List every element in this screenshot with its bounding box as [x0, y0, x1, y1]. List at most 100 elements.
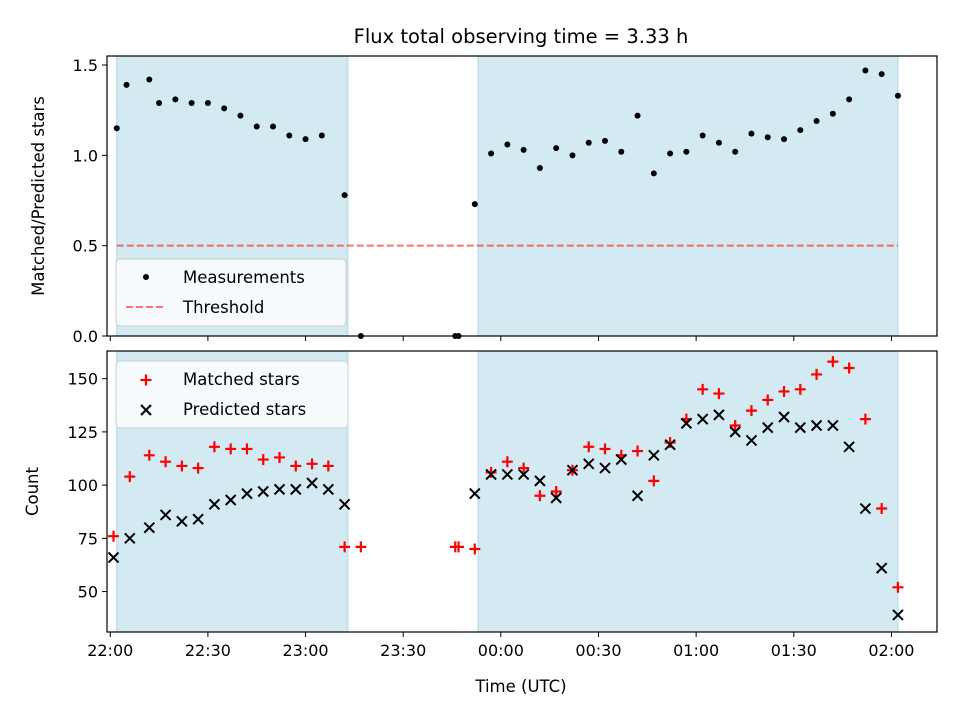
measurement-point: [253, 123, 260, 130]
matched-point: [632, 445, 644, 457]
matched-point: [501, 456, 513, 468]
predicted-point: [257, 485, 269, 498]
matched-point: [550, 486, 562, 497]
predicted-point: [306, 477, 318, 489]
predicted-point: [875, 562, 888, 574]
measurement-point: [172, 96, 179, 103]
measurement-point: [683, 148, 690, 155]
observing-band: [478, 351, 898, 632]
predicted-point: [583, 458, 595, 470]
matched-point: [583, 441, 595, 453]
measurement-point: [156, 99, 163, 106]
matched-point: [192, 462, 204, 474]
matched-point: [176, 460, 188, 472]
predicted-point: [143, 521, 156, 534]
axes-frame: [106, 350, 938, 633]
predicted-point: [631, 490, 644, 502]
measurement-point: [862, 67, 869, 74]
measurement-point: [286, 132, 293, 139]
legend: Measurements Threshold: [115, 258, 347, 327]
matched-point: [485, 466, 497, 478]
legend-box: [115, 258, 347, 327]
measurement-point: [846, 96, 853, 103]
legend-marker-measurements: [143, 274, 149, 280]
predicted-point: [485, 468, 497, 481]
y-tick-label: 75: [78, 529, 98, 548]
matched-point: [290, 460, 302, 472]
matched-point: [859, 413, 871, 425]
predicted-point: [192, 513, 204, 525]
measurement-point: [667, 150, 674, 157]
matched-point: [892, 581, 904, 593]
measurement-point: [781, 136, 788, 143]
legend-marker-predicted: [140, 404, 152, 416]
measurement-point: [188, 99, 195, 106]
x-tick-label: 02:00: [868, 641, 914, 660]
measurement-point: [732, 148, 739, 155]
predicted-point: [501, 468, 514, 481]
y-tick-label: 0.0: [73, 327, 98, 346]
matched-point: [339, 541, 351, 553]
predicted-point: [208, 498, 221, 510]
measurement-point: [471, 201, 478, 208]
matched-point: [124, 471, 136, 483]
matched-point: [257, 454, 269, 466]
predicted-point: [859, 502, 872, 515]
measurement-point: [318, 132, 325, 139]
matched-point: [241, 443, 253, 455]
predicted-point: [680, 417, 693, 430]
predicted-point: [599, 462, 611, 474]
matched-point: [762, 394, 774, 406]
measurement-point: [602, 137, 608, 144]
predicted-point: [745, 434, 758, 447]
matched-point: [811, 368, 823, 380]
predicted-point: [892, 609, 904, 621]
measurement-point: [221, 105, 228, 112]
predicted-point: [713, 409, 725, 421]
matched-point: [453, 541, 465, 553]
predicted-point: [550, 492, 562, 504]
measurement-point: [585, 139, 592, 146]
matched-point: [108, 530, 120, 542]
predicted-point: [273, 483, 286, 496]
predicted-point: [517, 468, 530, 481]
measurement-point: [878, 71, 885, 78]
matched-point: [160, 456, 172, 468]
predicted-point: [469, 487, 481, 500]
matched-point: [729, 420, 741, 432]
top-panel: 0.0 0.5 1.0 1.5 Matched/Predicted stars Measu…: [29, 55, 938, 346]
x-tick-label: 22:30: [185, 641, 231, 660]
measurement-point: [553, 145, 560, 152]
y-axis-label: Matched/Predicted stars: [29, 96, 48, 296]
predicted-point: [107, 551, 120, 564]
legend-label-predicted: Predicted stars: [183, 400, 306, 419]
predicted-point: [664, 438, 676, 451]
measurement-point: [341, 192, 348, 199]
legend: Matched stars Predicted stars: [115, 360, 349, 429]
predicted-point: [290, 483, 302, 496]
matched-point: [778, 385, 790, 397]
matched-point: [225, 443, 237, 455]
predicted-point: [827, 419, 839, 432]
x-tick-label: 00:00: [478, 641, 524, 660]
x-tick-label: 01:00: [673, 641, 719, 660]
predicted-point: [322, 483, 335, 496]
legend-box: [115, 360, 349, 429]
measurement-point: [715, 139, 722, 146]
legend-label-matched: Matched stars: [183, 370, 300, 389]
matched-point: [208, 441, 220, 453]
matched-point: [274, 451, 286, 463]
measurement-point: [488, 150, 495, 157]
x-tick-label: 23:00: [282, 641, 328, 660]
matched-point: [876, 503, 888, 515]
y-tick-label: 50: [78, 583, 98, 602]
measurement-point: [748, 130, 755, 137]
matched-point: [794, 383, 806, 395]
measurement-point: [618, 148, 625, 155]
matched-point: [648, 475, 660, 487]
matched-point: [322, 460, 334, 472]
y-tick-label: 1.5: [73, 56, 98, 75]
measurement-point: [536, 165, 543, 171]
bottom-panel: 22:00 22:30 23:00 23:30 00:00 00:30 01:00 01:30…: [23, 350, 938, 660]
